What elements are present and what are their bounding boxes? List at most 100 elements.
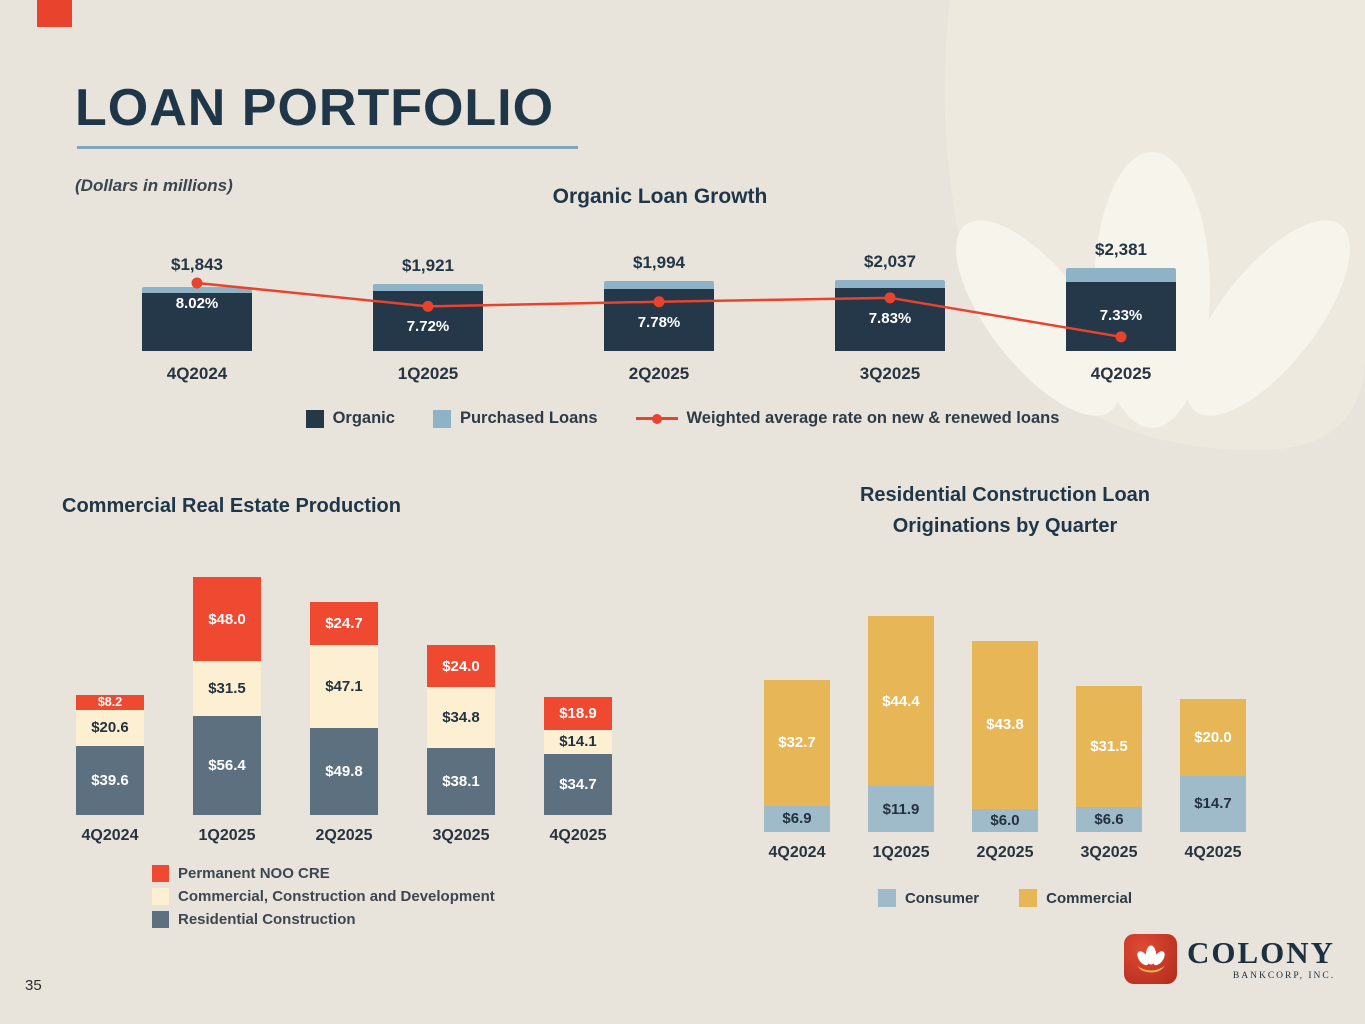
legend-label-consumer: Consumer bbox=[904, 889, 980, 907]
permanent-noo-cre-segment: $24.7 bbox=[310, 602, 378, 646]
legend-item-consumer: Consumer bbox=[877, 889, 980, 907]
organic-bar bbox=[142, 292, 252, 351]
rate-dot bbox=[884, 292, 896, 304]
lotus-glyph bbox=[1136, 945, 1165, 973]
commercial-construction-and-development-segment: $34.8 bbox=[427, 687, 495, 749]
rate-dot bbox=[422, 300, 434, 312]
rate-dot bbox=[191, 277, 203, 289]
x-axis-label: 4Q2024 bbox=[81, 827, 139, 844]
residential-construction-segment: $34.7 bbox=[544, 754, 612, 815]
x-axis-label: 2Q2025 bbox=[976, 844, 1034, 861]
purchased-loans-bar bbox=[373, 283, 483, 291]
res-construction-originations-title: Residential Construction Loan Originatio… bbox=[745, 480, 1265, 542]
permanent-noo-cre-segment: $24.0 bbox=[427, 645, 495, 688]
rate-percent-label: 7.78% bbox=[637, 313, 681, 331]
x-axis-label: 3Q2025 bbox=[859, 364, 921, 383]
legend-item-permanent-noo-cre: Permanent NOO CRE bbox=[152, 865, 495, 882]
purchased-loans-bar bbox=[1066, 267, 1176, 282]
commercial-segment: $44.4 bbox=[868, 615, 934, 787]
legend-item-organic: Organic bbox=[305, 409, 395, 428]
bar-total-label: $1,921 bbox=[402, 255, 454, 275]
organic-loan-growth-legend: Organic Purchased Loans Weighted average… bbox=[90, 409, 1275, 428]
rate-line-swatch bbox=[635, 413, 678, 424]
slide-accent-square bbox=[37, 0, 72, 27]
legend-label-commercial-construction-development: Commercial, Construction and Development bbox=[178, 888, 495, 905]
legend-label-organic: Organic bbox=[332, 409, 395, 427]
consumer-segment: $6.0 bbox=[972, 808, 1038, 832]
legend-item-purchased-loans: Purchased Loans bbox=[432, 409, 598, 428]
legend-item-commercial: Commercial bbox=[1019, 889, 1132, 907]
consumer-segment: $14.7 bbox=[1180, 775, 1246, 832]
commercial-construction-and-development-segment: $47.1 bbox=[310, 645, 378, 728]
cre-production-title: Commercial Real Estate Production bbox=[62, 495, 401, 517]
colony-subtext: BANKCORP, INC. bbox=[1232, 971, 1336, 981]
rate-percent-label: 7.33% bbox=[1099, 306, 1143, 324]
x-axis-label: 4Q2024 bbox=[768, 844, 826, 861]
commercial-construction-and-development-segment: $20.6 bbox=[76, 709, 144, 746]
legend-item-residential-construction: Residential Construction bbox=[152, 911, 495, 928]
permanent-noo-cre-segment: $48.0 bbox=[193, 577, 261, 662]
x-axis-label: 4Q2025 bbox=[1184, 844, 1242, 861]
commercial-construction-development-swatch bbox=[152, 888, 169, 905]
res-construction-title-line1: Residential Construction Loan bbox=[859, 484, 1151, 506]
x-axis-label: 4Q2025 bbox=[1090, 364, 1152, 383]
residential-construction-segment: $49.8 bbox=[310, 727, 378, 815]
organic-swatch bbox=[305, 409, 324, 428]
res-construction-title-line2: Originations by Quarter bbox=[892, 515, 1118, 537]
cre-production-plot: $39.6 $20.6 $8.2 4Q2024 $56.4 $31.5 $48.0 1Q202… bbox=[62, 560, 622, 844]
legend-item-weighted-rate: Weighted average rate on new & renewed l… bbox=[635, 409, 1060, 428]
legend-label-purchased-loans: Purchased Loans bbox=[459, 409, 598, 427]
dollars-in-millions-note: (Dollars in millions) bbox=[75, 176, 233, 195]
colony-lotus-icon bbox=[1124, 934, 1177, 984]
x-axis-label: 3Q2025 bbox=[1080, 844, 1138, 861]
rate-dot bbox=[1115, 331, 1127, 343]
x-axis-label: 2Q2025 bbox=[628, 364, 690, 383]
legend-label-weighted-rate: Weighted average rate on new & renewed l… bbox=[686, 409, 1060, 427]
purchased-loans-bar bbox=[604, 281, 714, 290]
bar-total-label: $2,037 bbox=[864, 251, 916, 271]
rate-percent-label: 8.02% bbox=[175, 295, 219, 312]
legend-label-permanent-noo-cre: Permanent NOO CRE bbox=[178, 865, 330, 882]
title-underline bbox=[77, 146, 578, 149]
purchased-loans-swatch bbox=[432, 409, 451, 428]
x-axis-label: 2Q2025 bbox=[315, 827, 373, 844]
consumer-swatch bbox=[877, 889, 896, 907]
commercial-construction-and-development-segment: $14.1 bbox=[544, 729, 612, 755]
commercial-swatch bbox=[1019, 889, 1038, 907]
legend-label-commercial: Commercial bbox=[1046, 889, 1133, 907]
res-construction-originations-legend: Consumer Commercial bbox=[745, 889, 1265, 907]
x-axis-label: 4Q2024 bbox=[166, 364, 228, 383]
res-construction-originations-plot: $6.9 $32.7 4Q2024 $11.9 $44.4 1Q2025 $6.0 $43.8… bbox=[745, 600, 1265, 861]
commercial-segment: $31.5 bbox=[1076, 685, 1142, 807]
residential-construction-segment: $39.6 bbox=[76, 745, 144, 815]
colony-wordmark: COLONY bbox=[1187, 935, 1336, 970]
permanent-noo-cre-segment: $18.9 bbox=[544, 696, 612, 730]
consumer-segment: $11.9 bbox=[868, 786, 934, 832]
page-title: LOAN PORTFOLIO bbox=[75, 79, 555, 137]
organic-loan-growth-title: Organic Loan Growth bbox=[552, 185, 768, 208]
rate-dot-swatch bbox=[651, 413, 662, 424]
residential-construction-segment: $56.4 bbox=[193, 716, 261, 815]
rate-dot bbox=[653, 296, 665, 308]
legend-item-commercial-construction-development: Commercial, Construction and Development bbox=[152, 888, 495, 905]
x-axis-label: 1Q2025 bbox=[198, 827, 256, 844]
permanent-noo-cre-segment: $8.2 bbox=[76, 695, 144, 710]
commercial-construction-and-development-segment: $31.5 bbox=[193, 661, 261, 717]
organic-loan-growth-plot: 4Q2024 1Q2025 2Q2025 3Q2025 4Q2025 8.02% $1,84… bbox=[90, 230, 1275, 383]
x-axis-label: 3Q2025 bbox=[432, 827, 490, 844]
consumer-segment: $6.9 bbox=[764, 805, 830, 832]
purchased-loans-bar bbox=[142, 286, 252, 293]
x-axis-label: 4Q2025 bbox=[549, 827, 607, 844]
x-axis-label: 1Q2025 bbox=[872, 844, 930, 861]
colony-logo-text: COLONY BANKCORP, INC. bbox=[1187, 937, 1335, 981]
x-axis-label: 1Q2025 bbox=[397, 364, 459, 383]
rate-percent-label: 7.83% bbox=[868, 309, 912, 327]
legend-label-residential-construction: Residential Construction bbox=[178, 911, 356, 928]
commercial-segment: $20.0 bbox=[1180, 698, 1246, 776]
residential-construction-segment: $38.1 bbox=[427, 748, 495, 815]
bar-total-label: $2,381 bbox=[1095, 239, 1147, 259]
rate-percent-label: 7.72% bbox=[406, 318, 450, 336]
bar-total-label: $1,843 bbox=[171, 255, 223, 274]
consumer-segment: $6.6 bbox=[1076, 806, 1142, 832]
